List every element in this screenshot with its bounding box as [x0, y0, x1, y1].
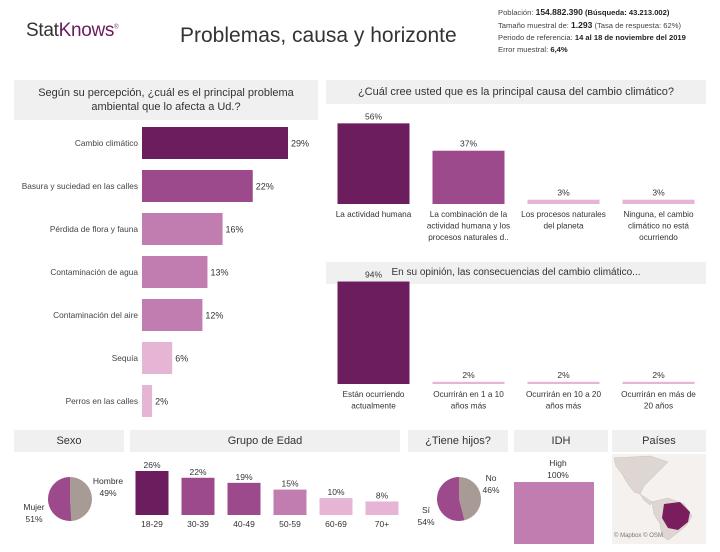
causa-value-label: 37%	[460, 139, 477, 149]
consecuencias-chart-title: En su opinión, las consecuencias del cam…	[326, 262, 706, 284]
problema-value-label: 6%	[175, 354, 188, 364]
problema-category-label: Contaminación del aire	[53, 310, 138, 320]
edad-bar	[273, 489, 307, 515]
causa-category-label: La combinación de la actividad humana y l…	[427, 210, 510, 242]
sexo-slice-hombre	[70, 477, 93, 521]
consecuencias-value-label: 94%	[365, 270, 382, 280]
consecuencias-value-label: 2%	[652, 370, 665, 380]
problema-value-label: 29%	[291, 139, 309, 149]
consecuencias-category-label: Ocurrirán en 10 a 20 años más	[526, 390, 602, 411]
problema-bar	[142, 342, 173, 374]
idh-chart-title: IDH	[514, 430, 608, 452]
hijos-value-no: 46%	[482, 485, 499, 495]
consecuencias-value-label: 2%	[557, 370, 570, 380]
edad-category-label: 18-29	[141, 519, 163, 529]
causa-value-label: 3%	[652, 188, 665, 198]
paises-map-title: Países	[612, 430, 706, 452]
edad-category-label: 60-69	[325, 519, 347, 529]
edad-bar	[319, 498, 353, 515]
edad-value-label: 8%	[376, 490, 389, 500]
sexo-slice-mujer	[48, 477, 72, 521]
sexo-label-hombre: Hombre	[93, 476, 124, 486]
causa-category-label: Los procesos naturales del planeta	[521, 210, 606, 231]
map-central-america	[639, 493, 653, 506]
causa-bar	[337, 123, 410, 204]
problema-chart-title: Según su percepción, ¿cuál es el princip…	[14, 80, 318, 120]
problema-category-label: Contaminación de agua	[50, 267, 138, 277]
idh-bar	[514, 482, 594, 544]
map-north-america	[613, 455, 669, 495]
hijos-chart-title: ¿Tiene hijos?	[408, 430, 508, 452]
problema-category-label: Cambio climático	[75, 138, 139, 148]
edad-bar	[135, 471, 169, 515]
hijos-label-si: Sí	[422, 505, 431, 515]
sexo-chart-title: Sexo	[14, 430, 124, 452]
edad-category-label: 50-59	[279, 519, 301, 529]
causa-bar	[527, 199, 600, 204]
problema-bar	[142, 213, 223, 245]
causa-category-label: Ninguna, el cambio climático no está ocurr…	[623, 210, 694, 242]
problema-value-label: 16%	[226, 225, 244, 235]
idh-value-label: 100%	[547, 470, 569, 480]
hijos-label-no: No	[486, 473, 497, 483]
causa-value-label: 3%	[557, 188, 570, 198]
problema-category-label: Perros en las calles	[66, 396, 138, 406]
problema-category-label: Sequía	[112, 353, 139, 363]
causa-bar	[432, 150, 505, 204]
consecuencias-category-label: Están ocurriendo actualmente	[343, 390, 405, 411]
hijos-slice-no	[459, 477, 482, 521]
consecuencias-bar	[432, 381, 505, 384]
causa-value-label: 56%	[365, 111, 382, 121]
page-title: Problemas, causa y horizonte	[180, 24, 457, 47]
sexo-label-mujer: Mujer	[23, 502, 44, 512]
hijos-value-si: 54%	[417, 517, 434, 527]
survey-metadata: Población: 154.882.390 (Búsqueda: 43.213…	[498, 7, 686, 54]
edad-bar	[365, 501, 399, 515]
problema-bar	[142, 299, 203, 331]
consecuencias-category-label: Ocurrirán en más de 20 años	[621, 390, 696, 411]
edad-value-label: 22%	[189, 467, 206, 477]
problema-value-label: 12%	[205, 311, 223, 321]
map-americas[interactable]	[612, 454, 706, 544]
problema-value-label: 22%	[256, 182, 274, 192]
problema-category-label: Basura y suciedad en las calles	[22, 181, 138, 191]
sexo-value-mujer: 51%	[25, 514, 42, 524]
edad-value-label: 26%	[143, 460, 160, 470]
problema-value-label: 13%	[210, 268, 228, 278]
sexo-value-hombre: 49%	[99, 488, 116, 498]
map-credit: © Mapbox © OSM	[614, 533, 663, 539]
statknows-logo: StatKnows®	[26, 20, 119, 41]
edad-category-label: 30-39	[187, 519, 209, 529]
causa-category-label: La actividad humana	[336, 210, 412, 219]
edad-category-label: 40-49	[233, 519, 255, 529]
edad-chart-title: Grupo de Edad	[130, 430, 400, 452]
hijos-slice-sí	[437, 477, 465, 521]
edad-value-label: 19%	[235, 472, 252, 482]
problema-bar	[142, 127, 288, 159]
problema-bar	[142, 170, 253, 202]
edad-bar	[227, 482, 261, 515]
consecuencias-value-label: 2%	[462, 370, 475, 380]
problema-bar	[142, 385, 153, 417]
idh-category-label: High	[549, 458, 567, 468]
consecuencias-category-label: Ocurrirán en 1 a 10 años más	[433, 390, 504, 411]
causa-bar	[622, 199, 695, 204]
problema-category-label: Pérdida de flora y fauna	[50, 224, 138, 234]
edad-value-label: 10%	[327, 487, 344, 497]
map-brazil-highlight	[662, 502, 690, 530]
edad-value-label: 15%	[281, 479, 298, 489]
causa-chart-title: ¿Cuál cree usted que es la principal cau…	[326, 80, 706, 104]
consecuencias-bar	[337, 281, 410, 384]
edad-category-label: 70+	[375, 519, 389, 529]
consecuencias-bar	[622, 381, 695, 384]
problema-value-label: 2%	[155, 397, 168, 407]
edad-bar	[181, 477, 215, 515]
consecuencias-bar	[527, 381, 600, 384]
problema-bar	[142, 256, 208, 288]
